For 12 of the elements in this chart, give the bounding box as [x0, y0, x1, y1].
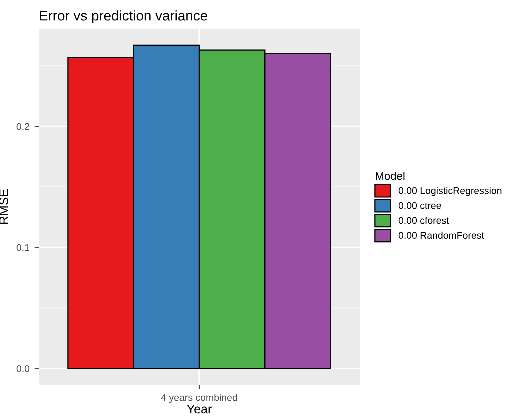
y-tick-label: 0.0: [16, 366, 30, 372]
legend-label: 0.00 cforest: [398, 217, 450, 224]
chart-title: Error vs prediction variance: [40, 10, 208, 24]
y-tick-label: 0.2: [16, 123, 30, 130]
x-tick-label: 4 years combined: [161, 394, 238, 404]
x-axis-title: Year: [187, 404, 212, 414]
legend-title: Model: [376, 172, 405, 180]
legend-label: 0.00 RandomForest: [398, 232, 484, 240]
y-tick-label: 0.1: [16, 244, 30, 252]
legend-label: 0.00 ctree: [398, 202, 442, 210]
y-axis-title: RMSE: [0, 189, 8, 224]
legend-label: 0.00 LogisticRegression: [398, 187, 502, 196]
